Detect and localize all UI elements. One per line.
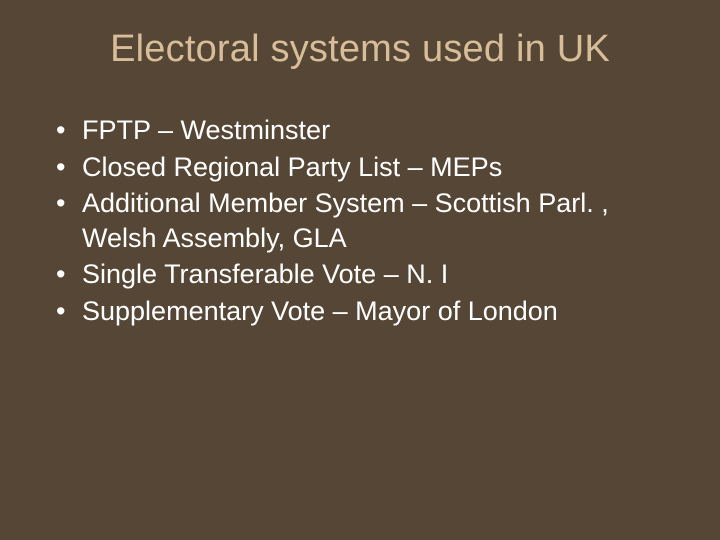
list-item: • Additional Member System – Scottish Pa… <box>56 186 672 255</box>
bullet-text: Closed Regional Party List – MEPs <box>82 150 672 185</box>
list-item: • Closed Regional Party List – MEPs <box>56 150 672 185</box>
bullet-text: Single Transferable Vote – N. I <box>82 257 672 292</box>
list-item: • Single Transferable Vote – N. I <box>56 257 672 292</box>
bullet-text: Supplementary Vote – Mayor of London <box>82 294 672 329</box>
bullet-text: Additional Member System – Scottish Parl… <box>82 186 672 255</box>
bullet-icon: • <box>56 257 82 292</box>
bullet-icon: • <box>56 150 82 185</box>
bullet-icon: • <box>56 186 82 221</box>
bullet-icon: • <box>56 294 82 329</box>
bullet-icon: • <box>56 113 82 148</box>
bullet-list: • FPTP – Westminster • Closed Regional P… <box>48 113 672 328</box>
slide-title: Electoral systems used in UK <box>48 28 672 71</box>
bullet-text: FPTP – Westminster <box>82 113 672 148</box>
list-item: • Supplementary Vote – Mayor of London <box>56 294 672 329</box>
slide: Electoral systems used in UK • FPTP – We… <box>0 0 720 540</box>
list-item: • FPTP – Westminster <box>56 113 672 148</box>
